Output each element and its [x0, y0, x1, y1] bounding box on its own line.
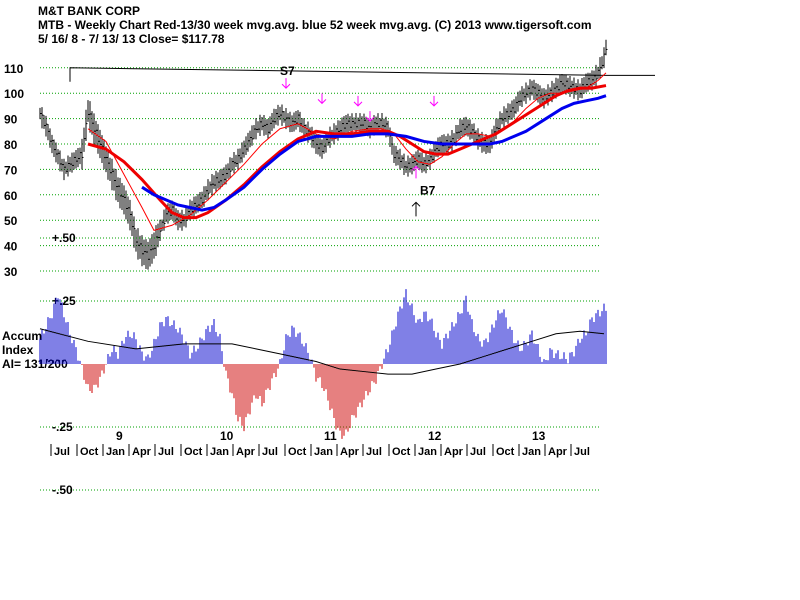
price-tick-label: 40 — [4, 240, 18, 254]
mvg-avg-line-3 — [141, 94, 607, 212]
price-tick-label: 80 — [4, 138, 18, 152]
year-label: 12 — [428, 429, 442, 443]
chart-subtitle: MTB - Weekly Chart Red-13/30 week mvg.av… — [38, 18, 592, 32]
month-label: Apr — [548, 446, 568, 458]
accum-label: Accum — [2, 329, 42, 343]
buy-signal-label: B7 — [420, 183, 436, 197]
month-label: Jul — [574, 446, 590, 458]
accum-signal-line — [39, 328, 605, 375]
buy-signal-arrow-black — [411, 201, 421, 217]
sell-signal-arrow — [429, 95, 439, 107]
price-tick-label: 60 — [4, 189, 18, 203]
month-label: Oct — [496, 446, 515, 458]
year-label: 13 — [532, 429, 546, 443]
month-label: Oct — [392, 446, 411, 458]
sell-signal-arrow — [365, 111, 375, 122]
company-title: M&T BANK CORP — [38, 4, 140, 18]
month-label: Jan — [210, 446, 229, 458]
month-label: Apr — [132, 446, 152, 458]
sell-signal-label: S7 — [280, 64, 295, 78]
year-label: 9 — [116, 429, 123, 443]
price-tick-label: 110 — [4, 62, 24, 76]
month-label: Oct — [80, 446, 99, 458]
resistance-line — [69, 67, 655, 82]
price-tick-label: 50 — [4, 214, 18, 228]
price-tick-label: 70 — [4, 163, 18, 177]
month-label: Apr — [236, 446, 256, 458]
month-label: Jul — [366, 446, 382, 458]
sell-signal-arrow — [317, 93, 327, 105]
price-tick-label: 100 — [4, 87, 24, 101]
price-tick-label: 90 — [4, 113, 18, 127]
month-label: Oct — [184, 446, 203, 458]
price-tick-label: 30 — [4, 265, 18, 279]
index-label: Index — [2, 343, 34, 357]
mvg-avg-line-2 — [87, 84, 607, 220]
month-label: Jan — [522, 446, 541, 458]
month-label: Jul — [54, 446, 70, 458]
month-label: Jul — [470, 446, 486, 458]
date-range-close: 5/ 16/ 8 - 7/ 13/ 13 Close= $117.78 — [38, 32, 225, 46]
buy-signal-arrow — [411, 165, 421, 179]
accum-tick-label: -.25 — [52, 420, 73, 434]
sell-signal-arrow — [353, 95, 363, 107]
year-label: 10 — [220, 429, 234, 443]
accum-tick-label: +.50 — [52, 231, 76, 245]
sell-signal-arrow — [281, 78, 291, 89]
month-label: Jul — [262, 446, 278, 458]
month-label: Jan — [418, 446, 437, 458]
accum-tick-label: -.50 — [52, 483, 73, 497]
month-label: Oct — [288, 446, 307, 458]
month-label: Jul — [158, 446, 174, 458]
month-label: Apr — [340, 446, 360, 458]
month-label: Apr — [444, 446, 464, 458]
month-label: Jan — [106, 446, 125, 458]
month-label: Jan — [314, 446, 333, 458]
year-label: 11 — [324, 429, 337, 443]
